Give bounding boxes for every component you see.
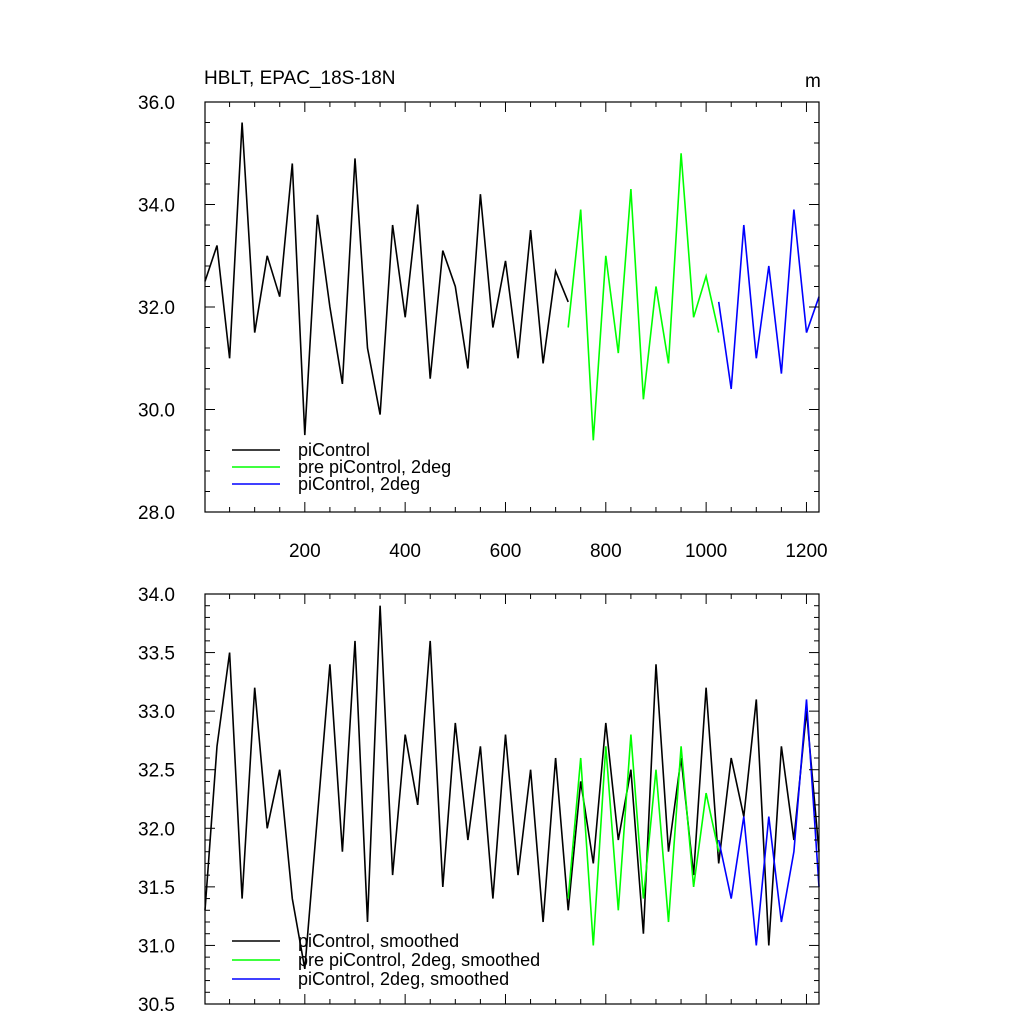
- x-tick-label: 600: [490, 541, 522, 562]
- series-line-picontrol: [204, 122, 569, 436]
- legend-label-pre-picontrol-2deg-smoothed: pre piControl, 2deg, smoothed: [298, 950, 540, 970]
- panel-top: HBLT, EPAC_18S-18N m 28.0 30.0 32.0 34.0 36.…: [138, 68, 828, 562]
- y-tick-label: 32.0: [138, 298, 175, 319]
- panel-bottom: 30.5 31.0 31.5 32.0 32.5 33.0 33.5 34.0 piContr…: [138, 585, 820, 1016]
- legend-label-picontrol-2deg-smoothed: piControl, 2deg, smoothed: [298, 969, 509, 989]
- series-line-picontrol-smoothed: [204, 605, 820, 970]
- axes-group: 28.0 30.0 32.0 34.0 36.0 200 400 600 800 1000 1200: [138, 93, 828, 562]
- axes-group: 30.5 31.0 31.5 32.0 32.5 33.0 33.5 34.0: [138, 585, 819, 1016]
- x-tick-label: 400: [389, 541, 421, 562]
- x-tick-label: 200: [289, 541, 321, 562]
- legend-label-picontrol-smoothed: piControl, smoothed: [298, 931, 459, 951]
- y-tick-label: 34.0: [138, 196, 175, 217]
- y-tick-label: 32.0: [138, 819, 175, 840]
- panel-title: HBLT, EPAC_18S-18N: [204, 68, 396, 89]
- plot-frame: [204, 593, 820, 1005]
- x-tick-label: 1000: [685, 541, 727, 562]
- y-tick-label: 34.0: [138, 585, 175, 606]
- series-line-pre-picontrol-2deg-smoothed: [567, 734, 720, 946]
- series-group: [204, 122, 820, 441]
- y-tick-label: 31.0: [138, 936, 175, 957]
- series-line-picontrol-2deg-smoothed: [717, 699, 820, 946]
- y-tick-label: 36.0: [138, 93, 175, 114]
- y-tick-label: 30.5: [138, 995, 175, 1016]
- y-tick-label: 32.5: [138, 761, 175, 782]
- x-tick-label: 1200: [785, 541, 827, 562]
- legend-label-picontrol-2deg: piControl, 2deg: [298, 474, 420, 494]
- x-tick-label: 800: [590, 541, 622, 562]
- y-tick-label: 33.0: [138, 702, 175, 723]
- units-label: m: [805, 71, 821, 92]
- y-tick-label: 33.5: [138, 644, 175, 665]
- series-line-pre-picontrol-2deg: [567, 153, 720, 441]
- y-tick-label: 28.0: [138, 503, 175, 524]
- y-tick-label: 31.5: [138, 878, 175, 899]
- series-line-picontrol-2deg: [717, 209, 820, 390]
- legend-label-picontrol: piControl: [298, 440, 370, 460]
- series-group: [204, 605, 820, 970]
- legend-label-pre-picontrol-2deg: pre piControl, 2deg: [298, 457, 451, 477]
- y-tick-label: 30.0: [138, 401, 175, 422]
